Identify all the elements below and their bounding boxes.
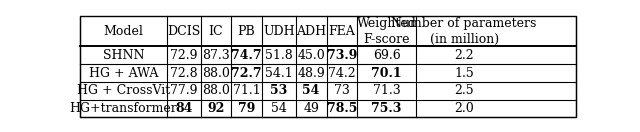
Text: 71.1: 71.1 <box>233 84 260 97</box>
Text: HG + CrossVit: HG + CrossVit <box>77 84 170 97</box>
Text: 45.0: 45.0 <box>297 49 325 62</box>
Text: 88.0: 88.0 <box>202 84 230 97</box>
Text: ADH: ADH <box>296 25 326 38</box>
Text: 2.2: 2.2 <box>454 49 474 62</box>
Text: 51.8: 51.8 <box>265 49 292 62</box>
Text: 73.9: 73.9 <box>326 49 357 62</box>
Text: HG+transformer: HG+transformer <box>70 102 177 115</box>
Text: 92: 92 <box>207 102 225 115</box>
Text: 74.2: 74.2 <box>328 67 356 79</box>
Text: 54.1: 54.1 <box>265 67 292 79</box>
Text: 74.7: 74.7 <box>231 49 262 62</box>
Text: 1.5: 1.5 <box>454 67 474 79</box>
Text: 2.0: 2.0 <box>454 102 474 115</box>
Text: 73: 73 <box>334 84 350 97</box>
Text: SHNN: SHNN <box>102 49 144 62</box>
Text: 49: 49 <box>303 102 319 115</box>
Text: IC: IC <box>209 25 223 38</box>
Text: Model: Model <box>104 25 143 38</box>
Text: 72.8: 72.8 <box>170 67 198 79</box>
Text: 2.5: 2.5 <box>454 84 474 97</box>
Text: 54: 54 <box>303 84 320 97</box>
Text: 54: 54 <box>271 102 287 115</box>
Text: 71.3: 71.3 <box>372 84 401 97</box>
Text: 75.3: 75.3 <box>371 102 402 115</box>
Text: 48.9: 48.9 <box>297 67 325 79</box>
Text: Number of parameters
(in million): Number of parameters (in million) <box>392 17 537 46</box>
Text: 79: 79 <box>238 102 255 115</box>
Text: DCIS: DCIS <box>167 25 200 38</box>
Text: Weighted
F-score: Weighted F-score <box>356 17 417 46</box>
Text: 84: 84 <box>175 102 193 115</box>
Text: FEA: FEA <box>328 25 355 38</box>
Text: PB: PB <box>238 25 255 38</box>
Text: 70.1: 70.1 <box>371 67 402 79</box>
Text: 77.9: 77.9 <box>170 84 197 97</box>
Text: 88.0: 88.0 <box>202 67 230 79</box>
Text: 53: 53 <box>270 84 287 97</box>
Text: 78.5: 78.5 <box>326 102 357 115</box>
Text: HG + AWA: HG + AWA <box>89 67 158 79</box>
Text: 69.6: 69.6 <box>372 49 401 62</box>
Text: 72.7: 72.7 <box>231 67 262 79</box>
Text: UDH: UDH <box>263 25 294 38</box>
Text: 72.9: 72.9 <box>170 49 197 62</box>
Text: 87.3: 87.3 <box>202 49 230 62</box>
